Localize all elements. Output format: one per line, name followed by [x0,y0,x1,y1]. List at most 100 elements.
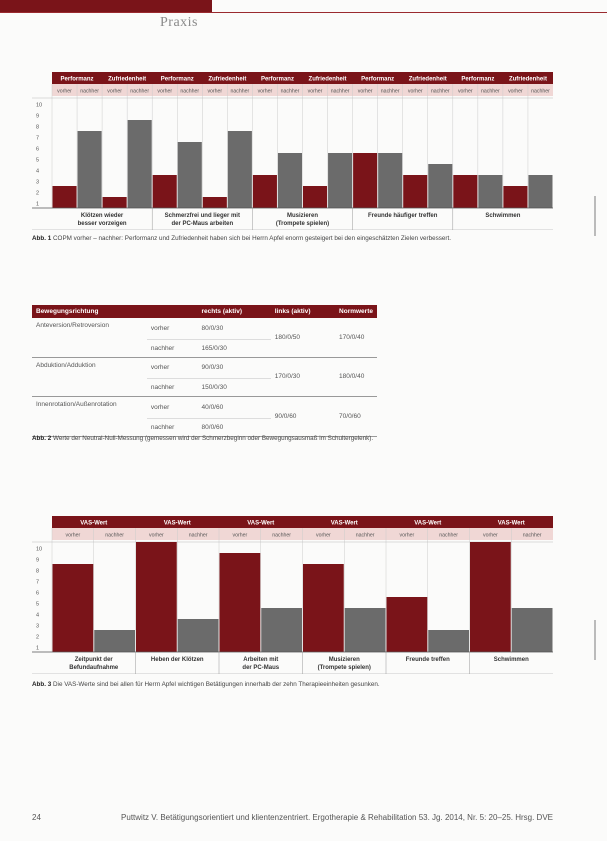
group-label: Zufriedenheit [409,77,447,83]
group-label: Performanz [261,77,294,83]
bar [219,553,261,652]
category-label-line: der PC-Maus arbeiten [171,221,233,227]
chart-header-band [52,516,553,528]
y-tick-label: 8 [36,124,39,130]
bar [378,153,403,208]
bar [344,608,386,652]
bar [428,630,469,652]
timepoint-cell: vorher [146,396,198,419]
y-tick-label: 5 [36,601,39,607]
sub-label: nachher [272,533,291,539]
table-header-row: Bewegungsrichtung rechts (aktiv) links (… [32,305,377,318]
category-label-line: (Trompete spielen) [276,221,329,227]
category-label: Musizieren (Trompete spielen) [276,213,329,227]
bar [353,153,378,208]
caption-text: Die VAS-Werte sind bei allen für Herrn A… [53,681,380,688]
sub-label: nachher [281,89,300,95]
value-cell: 80/0/60 [197,418,271,437]
sub-label: nachher [481,89,500,95]
bar [227,131,252,208]
category-label-line: Schwimmen [485,213,520,219]
y-tick-label: 1 [36,645,39,651]
table-header: rechts (aktiv) [197,305,271,318]
range-of-motion-table: Bewegungsrichtung rechts (aktiv) links (… [32,305,377,437]
bar [303,186,328,208]
bar [52,564,94,652]
category-label-line: Musizieren [287,213,318,219]
section-title: Praxis [160,15,198,30]
table-body: Anteversion/Retroversion vorher 80/0/30 180… [32,318,377,437]
sub-label: vorher [358,89,373,95]
category-label-line: Schmerzfrei und lieger mit [165,213,240,219]
category-label-line: Heben der Klötzen [151,657,204,663]
category-label: Schmerzfrei und lieger mit der PC-Maus ar… [165,213,240,227]
y-tick-label: 6 [36,590,39,596]
sub-label: vorher [308,89,323,95]
left-value-cell: 180/0/50 [270,318,336,358]
value-cell: 150/0/30 [197,378,271,397]
chart-header-band [52,72,553,84]
table-header: links (aktiv) [270,305,336,318]
timepoint-cell: nachher [146,339,198,358]
bar [127,120,152,208]
table-row: Anteversion/Retroversion vorher 80/0/30 180… [32,318,377,358]
sub-label: nachher [439,533,458,539]
y-tick-label: 7 [36,135,39,141]
left-value-cell: 90/0/60 [270,396,336,437]
figure-1-caption: Abb. 1 COPM vorher – nachher: Performanz… [32,234,553,243]
sub-label: nachher [431,89,450,95]
group-label: VAS-Wert [414,521,441,527]
category-label: Freunde häufiger treffen [368,213,438,219]
timepoint-cell: vorher [146,357,198,379]
y-tick-label: 5 [36,157,39,163]
caption-text: Werte der Neutral-Null-Messung (gemessen… [53,435,374,442]
y-tick-label: 9 [36,113,39,119]
category-label: Freunde treffen [406,657,450,663]
norm-value-cell: 170/0/40 [335,318,377,358]
bar [428,164,453,208]
direction-cell [32,339,147,358]
margin-mark [594,620,596,660]
header-rule [0,12,607,13]
bar [511,608,553,652]
group-label: Zufriedenheit [208,77,246,83]
category-label: Zeitpunkt der Befundaufnahme [69,657,119,671]
sub-label: vorher [233,533,248,539]
bar [52,186,77,208]
bar [470,542,511,652]
y-tick-label: 6 [36,146,39,152]
group-label: VAS-Wert [247,521,274,527]
sub-label: vorher [458,89,473,95]
group-label: Performanz [461,77,494,83]
footer-citation: Puttwitz V. Betätigungsorientiert und kl… [121,813,553,822]
bar [177,142,202,208]
group-label: Performanz [61,77,94,83]
category-label-line: besser vorzeigen [78,221,127,227]
page-number: 24 [32,813,41,822]
value-cell: 80/0/30 [197,318,271,340]
category-label: Schwimmen [485,213,520,219]
sub-label: nachher [331,89,350,95]
bar [386,597,428,652]
group-label: Zufriedenheit [309,77,347,83]
y-tick-label: 2 [36,634,39,640]
bar [453,175,478,208]
bar [252,175,277,208]
sub-label: nachher [130,89,149,95]
bar [261,608,302,652]
y-tick-label: 3 [36,623,39,629]
category-label-line: (Trompete spielen) [318,665,371,671]
caption-label: Abb. 2 [32,435,52,442]
direction-cell: Abduktion/Adduktion [36,361,96,369]
sub-label: vorher [408,89,423,95]
bar [503,186,528,208]
y-tick-label: 10 [36,546,42,552]
y-tick-label: 10 [36,102,42,108]
category-label-line: Klötzen wieder [81,213,124,219]
caption-label: Abb. 1 [32,235,52,242]
bar [136,542,177,652]
category-label-line: Musizieren [329,657,360,663]
bar [478,175,503,208]
sub-label: nachher [180,89,199,95]
value-cell: 40/0/60 [197,396,271,419]
